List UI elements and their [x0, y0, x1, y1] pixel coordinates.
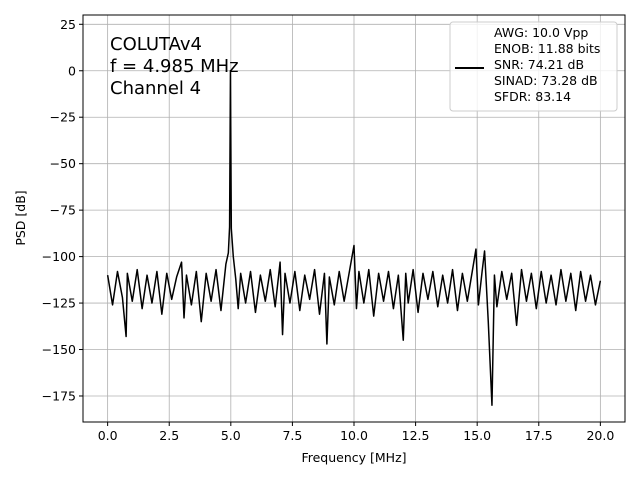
y-axis-label: PSD [dB]: [13, 190, 28, 245]
x-axis-label: Frequency [MHz]: [301, 450, 406, 465]
x-tick-label: 2.5: [159, 428, 179, 443]
y-tick-label: −25: [50, 110, 76, 125]
x-tick-label: 20.0: [586, 428, 614, 443]
annotation: COLUTAv4: [110, 34, 202, 55]
legend-box: [449, 21, 618, 112]
x-tick-label: 17.5: [525, 428, 553, 443]
y-tick-label: −100: [42, 249, 76, 264]
x-tick-label: 15.0: [463, 428, 491, 443]
y-tick-label: −75: [50, 203, 76, 218]
data-line: [106, 70, 602, 407]
y-tick-label: 0: [68, 63, 76, 78]
annotation: Channel 4: [110, 78, 201, 99]
annotation: f = 4.985 MHz: [110, 56, 239, 77]
y-tick-label: −50: [50, 156, 76, 171]
y-tick-label: −150: [42, 342, 76, 357]
y-tick-label: −125: [42, 296, 76, 311]
legend-label: AWG: 10.0 Vpp ENOB: 11.88 bits SNR: 74.2…: [494, 25, 601, 104]
x-tick-label: 7.5: [282, 428, 302, 443]
y-tick-label: 25: [60, 17, 76, 32]
x-tick-label: 10.0: [340, 428, 368, 443]
y-tick-label: −175: [42, 388, 76, 403]
x-tick-label: 0.0: [98, 428, 118, 443]
x-tick-label: 12.5: [402, 428, 430, 443]
x-tick-label: 5.0: [221, 428, 241, 443]
